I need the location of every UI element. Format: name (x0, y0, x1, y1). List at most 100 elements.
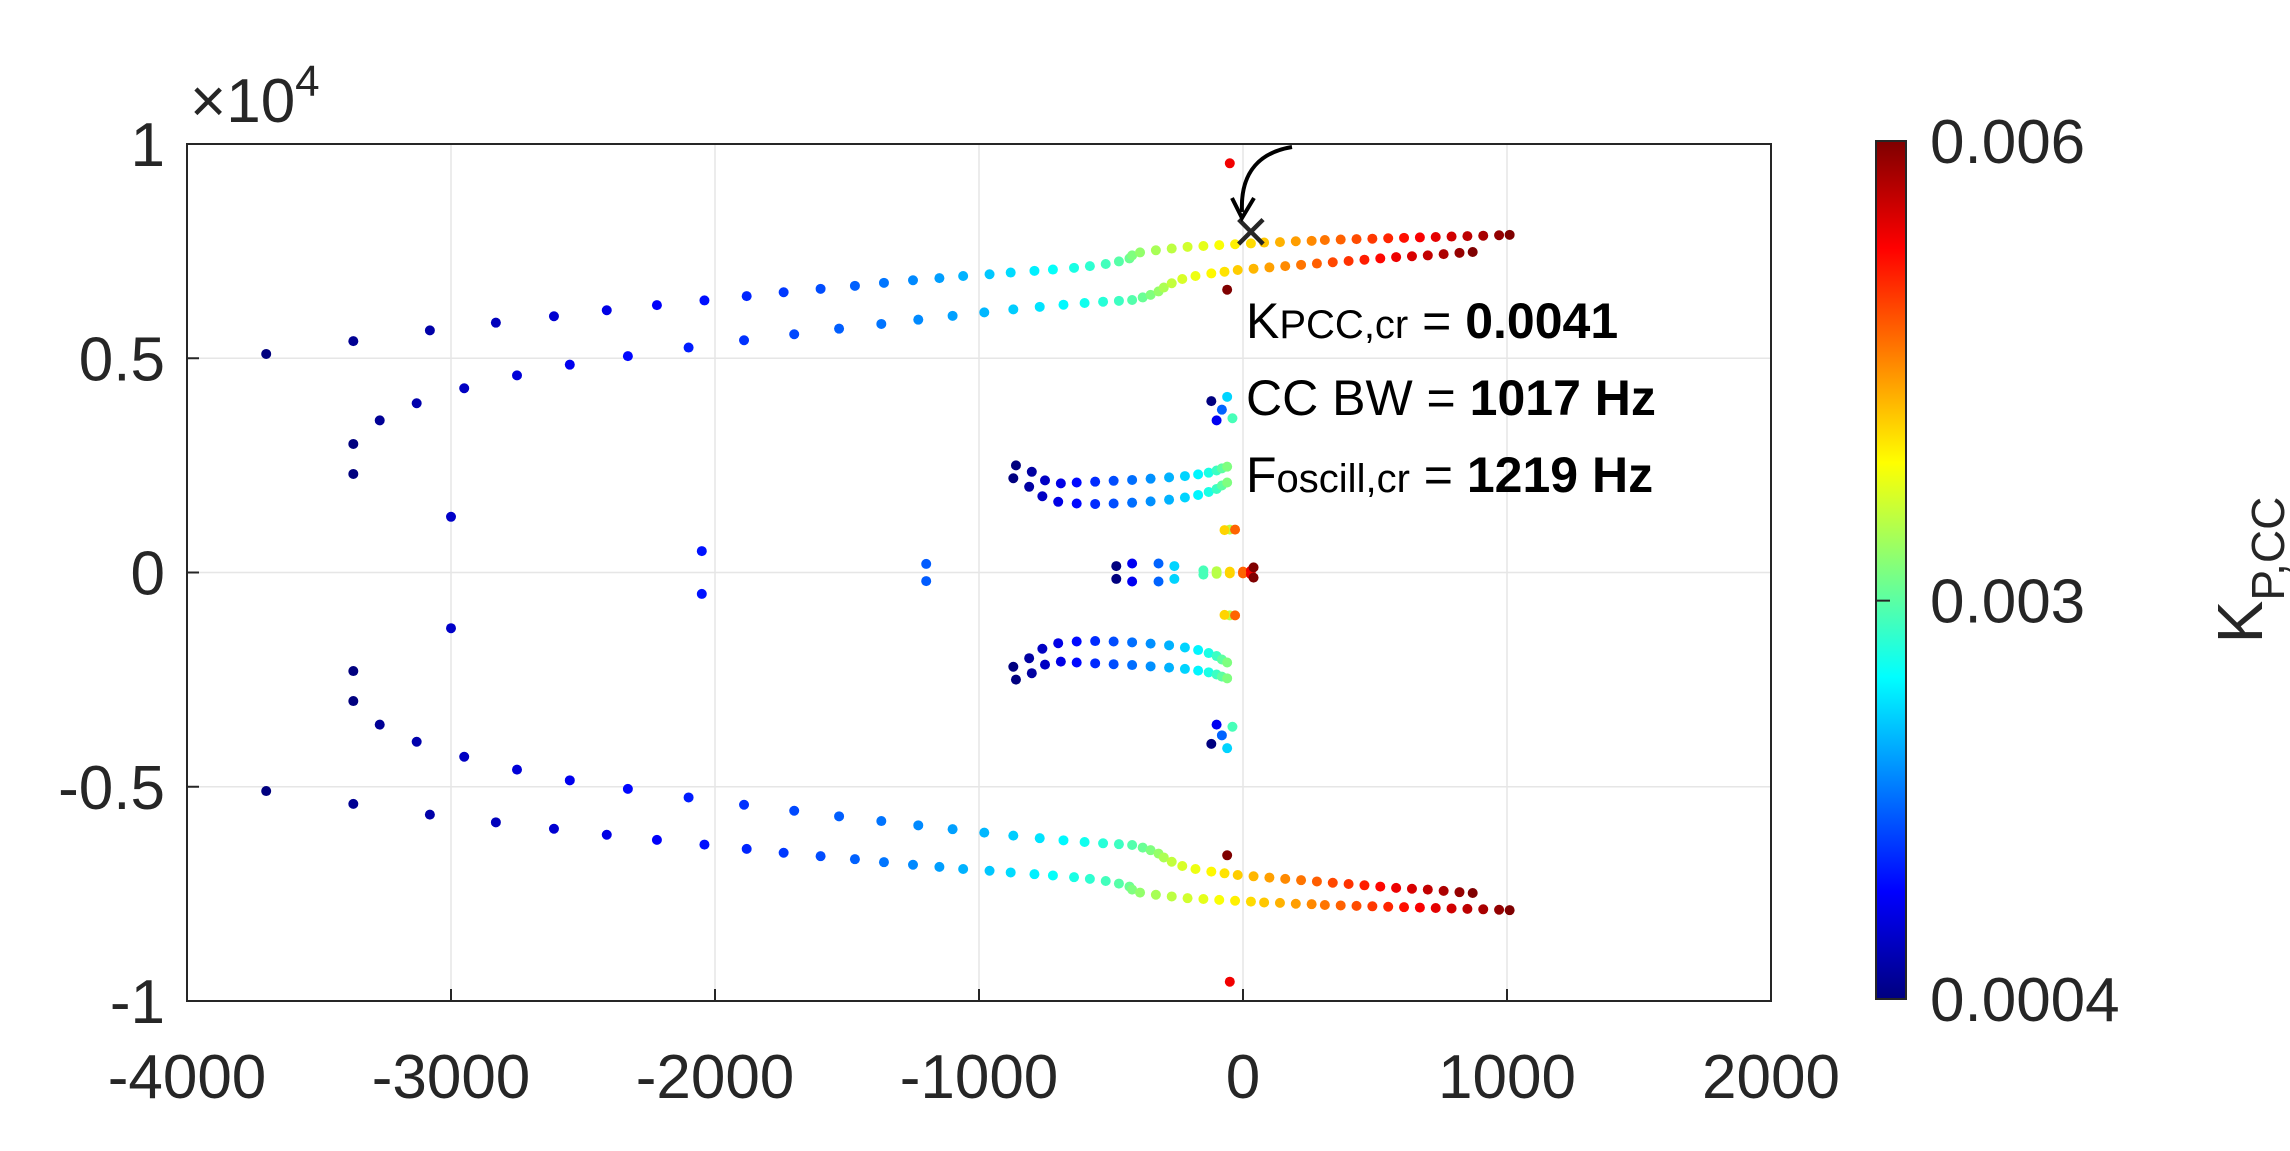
pole-point-conjugate (1084, 873, 1095, 884)
pole-point (1504, 229, 1515, 240)
pole-point-conjugate (1230, 610, 1241, 621)
pole-point (1135, 247, 1146, 258)
pole-point (411, 398, 422, 409)
pole-point-conjugate (1127, 637, 1138, 648)
pole-point (1127, 250, 1138, 261)
pole-point-conjugate (1113, 878, 1124, 889)
pole-point-conjugate (446, 623, 456, 634)
pole-point-conjugate (424, 809, 435, 820)
pole-point-conjugate (849, 854, 860, 865)
pole-point-conjugate (699, 839, 710, 850)
pole-point-conjugate (651, 834, 662, 845)
pole-point (1079, 297, 1090, 308)
pole-point (739, 335, 750, 346)
pole-point-conjugate (1203, 667, 1214, 678)
pole-point-conjugate (1100, 876, 1111, 887)
pole-point (601, 305, 612, 316)
pole-point (1296, 259, 1307, 270)
pole-point-conjugate (1090, 658, 1101, 669)
pole-point (1383, 233, 1394, 244)
pole-point-conjugate (1232, 870, 1243, 881)
pole-point-conjugate (1193, 645, 1204, 656)
pole-point-conjugate (1219, 868, 1230, 879)
pole-point (683, 342, 694, 353)
pole-point-conjugate (1169, 573, 1180, 584)
pole-point (1166, 243, 1177, 254)
pole-point-conjugate (459, 751, 470, 762)
pole-point (1438, 249, 1449, 260)
pole-point-conjugate (1219, 609, 1230, 620)
pole-point-conjugate (1230, 895, 1241, 906)
pole-point-conjugate (411, 736, 422, 747)
pole-point-conjugate (1206, 738, 1217, 749)
pole-point-conjugate (1164, 640, 1175, 651)
pole-point (1230, 524, 1241, 535)
pole-point (1259, 237, 1270, 248)
pole-point (1454, 247, 1465, 258)
pole-point (1098, 296, 1109, 307)
pole-point (984, 269, 995, 280)
pole-point-conjugate (1296, 875, 1307, 886)
pole-point (548, 311, 559, 322)
pole-point-conjugate (739, 799, 750, 810)
pole-point (1319, 234, 1330, 245)
pole-point-conjugate (1290, 898, 1301, 909)
pole-point (699, 295, 710, 306)
pole-point (876, 318, 887, 329)
pole-point-conjugate (1179, 663, 1190, 674)
pole-point (1245, 238, 1256, 249)
fo-value: 1219 Hz (1467, 447, 1653, 503)
pole-point (1029, 265, 1040, 276)
pole-point (1026, 466, 1037, 477)
pole-point-conjugate (1047, 870, 1058, 881)
pole-point-conjugate (1351, 900, 1362, 911)
pole-point-conjugate (1383, 901, 1394, 912)
pole-point (1219, 525, 1230, 536)
pole-point (1179, 492, 1190, 503)
kp-value: 0.0041 (1465, 293, 1618, 349)
arrow-icon (1239, 145, 1293, 213)
pole-point-conjugate (1008, 661, 1019, 672)
data-points (261, 158, 1515, 987)
pole-point (490, 317, 501, 328)
pole-point (1203, 467, 1214, 478)
pole-point (1190, 270, 1201, 281)
pole-point (1222, 391, 1233, 402)
pole-point (348, 438, 359, 449)
pole-point (1113, 295, 1124, 306)
pole-point-conjugate (778, 847, 789, 858)
pole-point-conjugate (1504, 905, 1515, 916)
arrow-head-icon (1230, 196, 1256, 223)
pole-point (1367, 233, 1378, 244)
y-tick-label: -1 (110, 968, 165, 1037)
pole-point (934, 273, 945, 284)
pole-point-conjugate (1190, 864, 1201, 875)
pole-point-conjugate (741, 843, 752, 854)
kp-annotation: KPCC,cr = 0.0041 (1246, 293, 1618, 349)
bw-annotation: CC BW = 1017 Hz (1246, 370, 1656, 426)
x-tick-label: 1000 (1438, 1043, 1576, 1112)
pole-point (849, 280, 860, 291)
fo-subscript: oscill,cr (1277, 457, 1410, 501)
pole-point (424, 325, 435, 336)
pole-point (1306, 235, 1317, 246)
pole-point-conjugate (1158, 852, 1169, 863)
pole-point (1406, 251, 1417, 262)
pole-point-conjugate (1010, 674, 1021, 685)
pole-point (1010, 460, 1021, 471)
x-tick-label: 0 (1226, 1043, 1260, 1112)
pole-point-conjugate (1137, 842, 1148, 853)
pole-point (1164, 472, 1175, 483)
pole-point-conjugate (1111, 573, 1122, 584)
colorbar-ticks: 0.006 0.003 0.0004 (1876, 108, 2120, 1035)
pole-point-conjugate (1430, 903, 1441, 914)
pole-point-conjugate (1055, 656, 1066, 667)
pole-point-conjugate (548, 823, 559, 834)
x-tick-label: -2000 (636, 1043, 795, 1112)
y-tick-label: 0 (131, 540, 165, 609)
pole-point (1169, 561, 1180, 572)
y-exponent-label: ×104 (190, 57, 320, 136)
pole-point-conjugate (1153, 576, 1164, 587)
pole-point (778, 287, 789, 298)
